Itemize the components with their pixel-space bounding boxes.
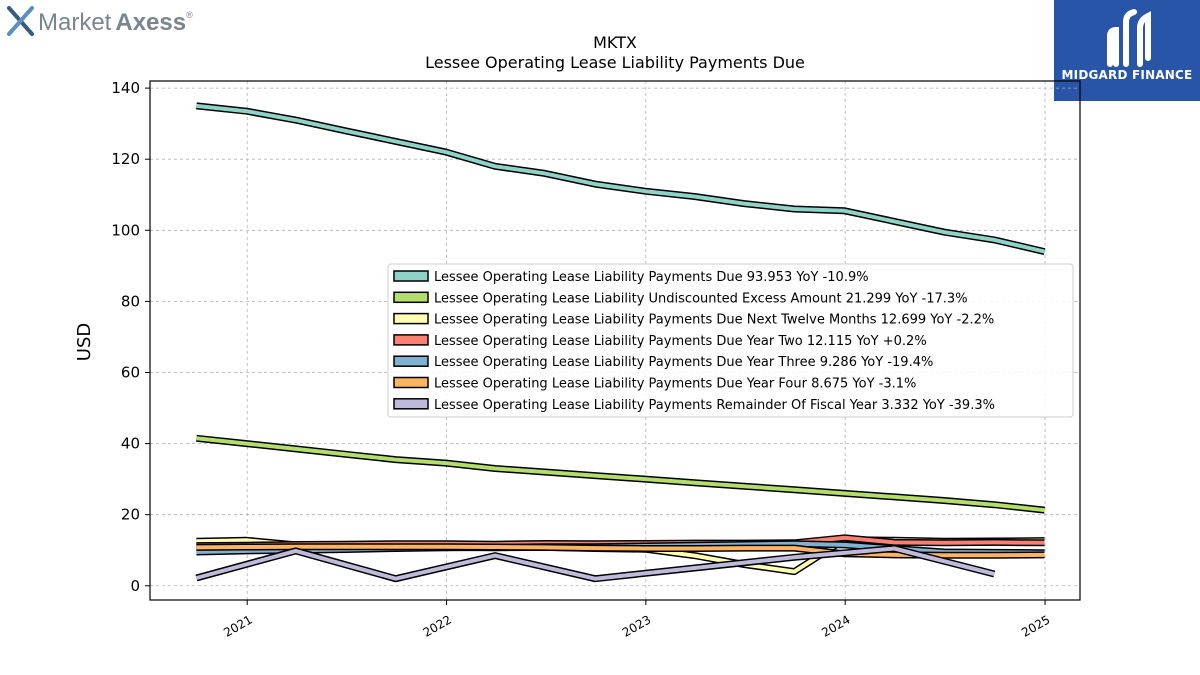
x-tick-label: 2021 [221,612,254,639]
midgard-finance-logo: MIDGARD FINANCE [1054,0,1200,101]
marketaxess-logo: Market Axess® [6,4,206,40]
legend-entry: Lessee Operating Lease Liability Payment… [434,334,927,349]
legend-swatch [393,312,429,325]
x-tick-label: 2023 [620,612,653,639]
plot-frame [149,80,1081,601]
legend-box [387,263,1074,418]
y-axis-ticks: 0 20 40 60 80 100 120 140 [111,79,150,595]
series-line [195,546,995,581]
legend-swatch [393,376,429,389]
logo-text-axess: Axess [115,9,186,36]
logo-registered-mark: ® [186,10,193,20]
chart-subtitle: Lessee Operating Lease Liability Payment… [425,53,805,72]
legend-entry: Lessee Operating Lease Liability Payment… [434,377,916,392]
x-tick-label: 2024 [819,612,852,639]
series-line [196,544,1045,558]
x-tick-label: 2025 [1019,612,1052,639]
midgard-finance-text: MIDGARD FINANCE [1061,68,1193,82]
series-line [196,103,1045,254]
legend-entry: Lessee Operating Lease Liability Payment… [434,270,869,285]
y-tick-label: 0 [130,577,140,595]
legend-swatch [393,334,429,346]
y-tick-label: 60 [121,363,140,381]
y-tick-label: 80 [121,292,140,310]
legend-swatch [393,291,429,304]
marketaxess-x-icon: Market Axess® [7,6,193,36]
chart-title: MKTX [593,33,637,52]
midgard-emblem-icon [1107,9,1151,67]
y-tick-label: 120 [111,150,140,168]
series-line-outline [195,545,996,583]
series-layer [195,102,1046,583]
series-line [196,436,1045,513]
y-axis-label: USD [74,323,95,361]
y-tick-label: 100 [111,221,140,239]
y-tick-label: 20 [121,506,140,524]
legend: Lessee Operating Lease Liability Payment… [387,263,1074,418]
y-tick-label: 40 [121,435,140,453]
x-tick-label: 2022 [421,612,454,639]
y-tick-label: 140 [111,79,140,97]
legend-entry: Lessee Operating Lease Liability Payment… [434,313,994,328]
logo-text-market: Market [38,9,112,36]
legend-swatch [393,355,429,367]
legend-entry: Lessee Operating Lease Liability Payment… [434,355,933,370]
x-axis-ticks: 2021 2022 2023 2024 2025 [221,600,1053,640]
legend-swatch [393,270,429,282]
legend-entry: Lessee Operating Lease Liability Undisco… [434,291,968,306]
legend-swatch [393,398,429,410]
legend-entry: Lessee Operating Lease Liability Payment… [434,398,995,413]
